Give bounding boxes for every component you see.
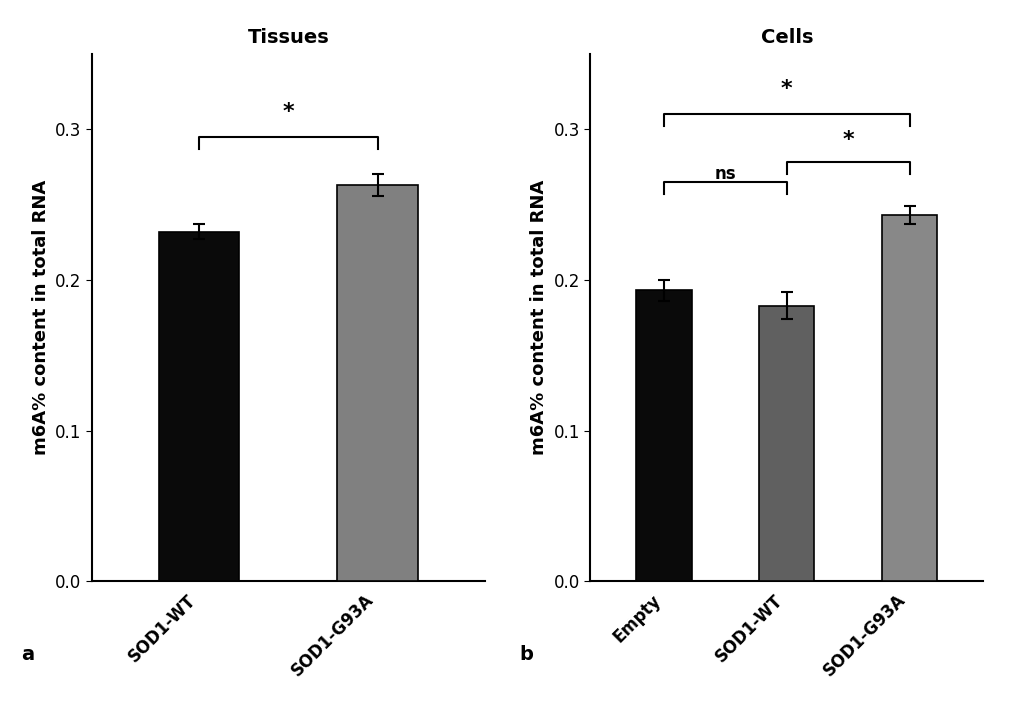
Bar — [882, 215, 937, 581]
Bar — [159, 232, 240, 581]
Text: *: * — [842, 130, 854, 150]
Text: a: a — [21, 644, 34, 663]
Title: Tissues: Tissues — [248, 28, 330, 47]
Text: b: b — [520, 644, 534, 663]
Text: *: * — [782, 79, 793, 99]
Y-axis label: m6A% content in total RNA: m6A% content in total RNA — [31, 180, 50, 455]
Title: Cells: Cells — [760, 28, 813, 47]
Text: *: * — [282, 102, 294, 122]
Bar — [759, 306, 815, 581]
Bar — [338, 185, 418, 581]
Bar — [637, 290, 692, 581]
Text: ns: ns — [715, 166, 736, 183]
Y-axis label: m6A% content in total RNA: m6A% content in total RNA — [530, 180, 548, 455]
